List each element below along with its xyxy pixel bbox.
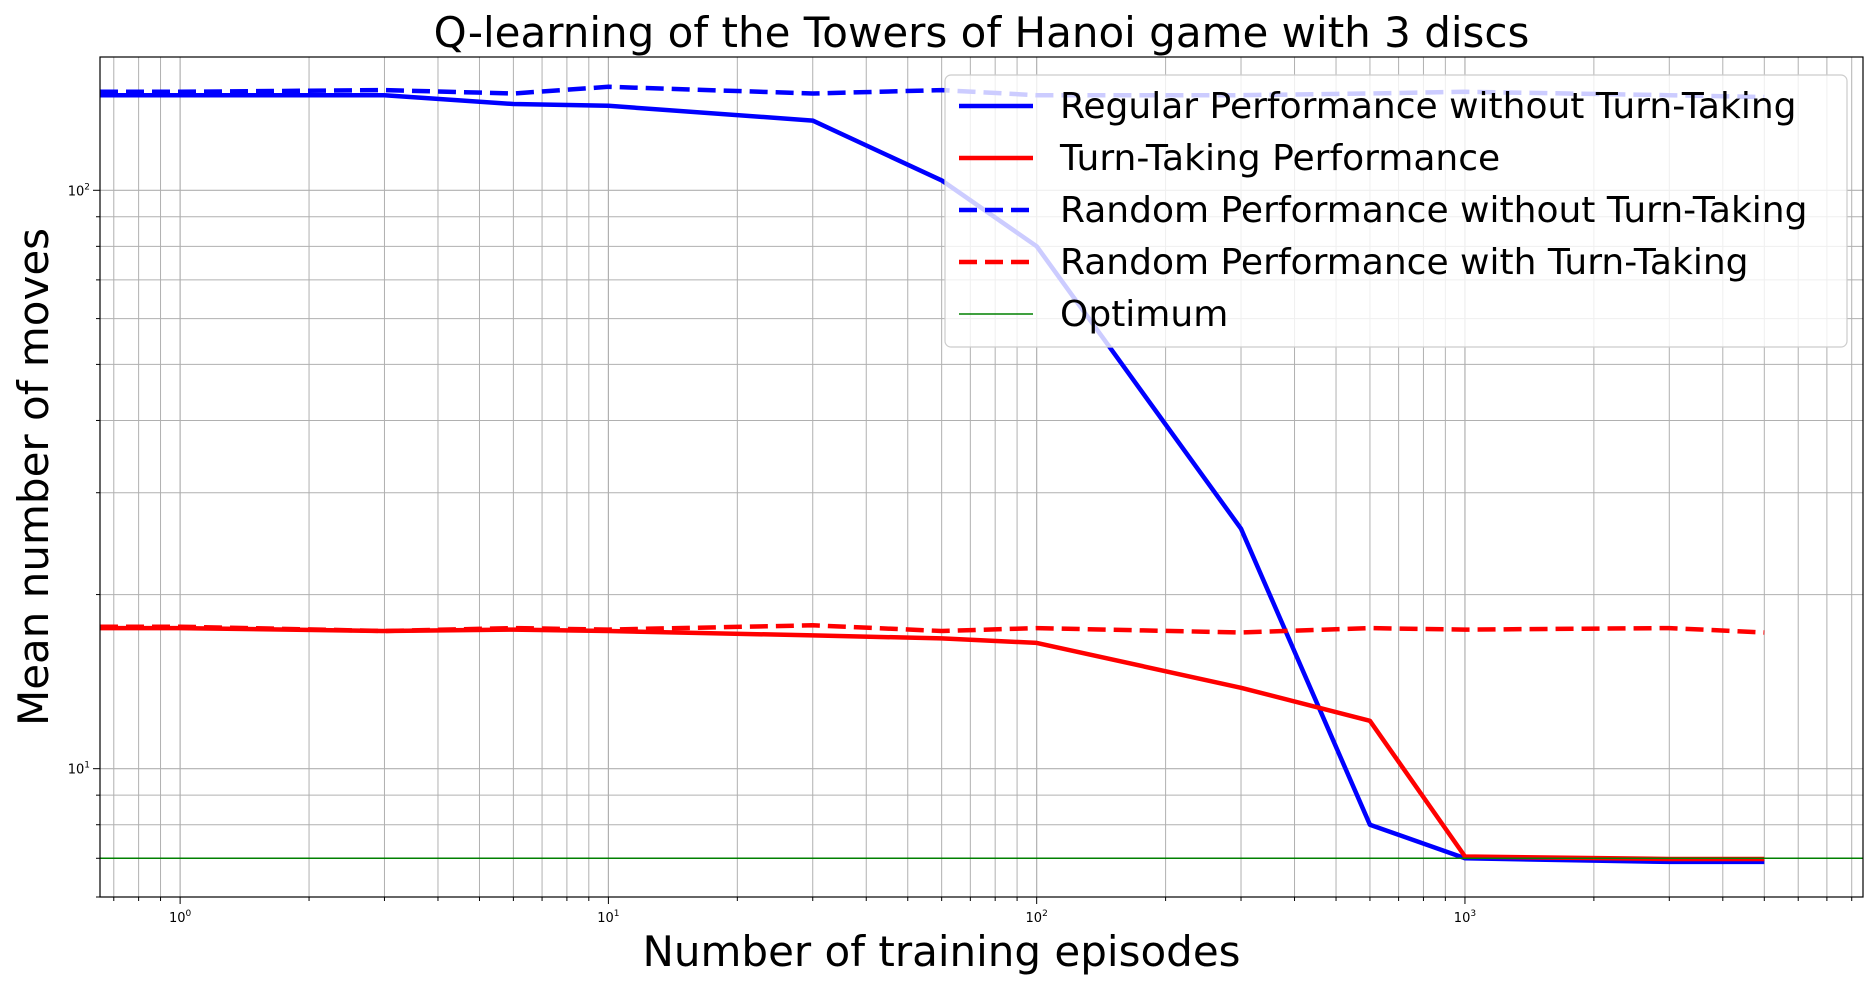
legend-label-4: Random Performance with Turn-Taking [1060, 242, 1749, 283]
x-axis-label: Number of training episodes [642, 927, 1240, 976]
legend-label-1: Regular Performance without Turn-Taking [1060, 86, 1797, 127]
x-tick-label: 103 [1454, 909, 1476, 926]
chart-title: Q-learning of the Towers of Hanoi game w… [434, 8, 1530, 57]
series-line-2 [100, 625, 1765, 862]
y-tick-label: 101 [68, 761, 90, 778]
axis-ticks: 100 101 102 103 101 102 [68, 182, 1476, 926]
legend: Regular Performance without Turn-Taking T… [944, 74, 1848, 348]
legend-label-3: Random Performance without Turn-Taking [1060, 190, 1807, 231]
legend-label-5: Optimum [1060, 294, 1228, 335]
plot-frame [99, 56, 1864, 898]
y-tick-label: 102 [68, 182, 90, 199]
x-tick-label: 102 [1026, 909, 1048, 926]
x-tick-label: 101 [597, 909, 619, 926]
series-line-4 [100, 623, 1765, 635]
legend-box [944, 74, 1848, 348]
y-axis-label: Mean number of moves [9, 228, 58, 726]
legend-label-2: Turn-Taking Performance [1059, 138, 1500, 179]
x-tick-label: 100 [169, 909, 192, 926]
